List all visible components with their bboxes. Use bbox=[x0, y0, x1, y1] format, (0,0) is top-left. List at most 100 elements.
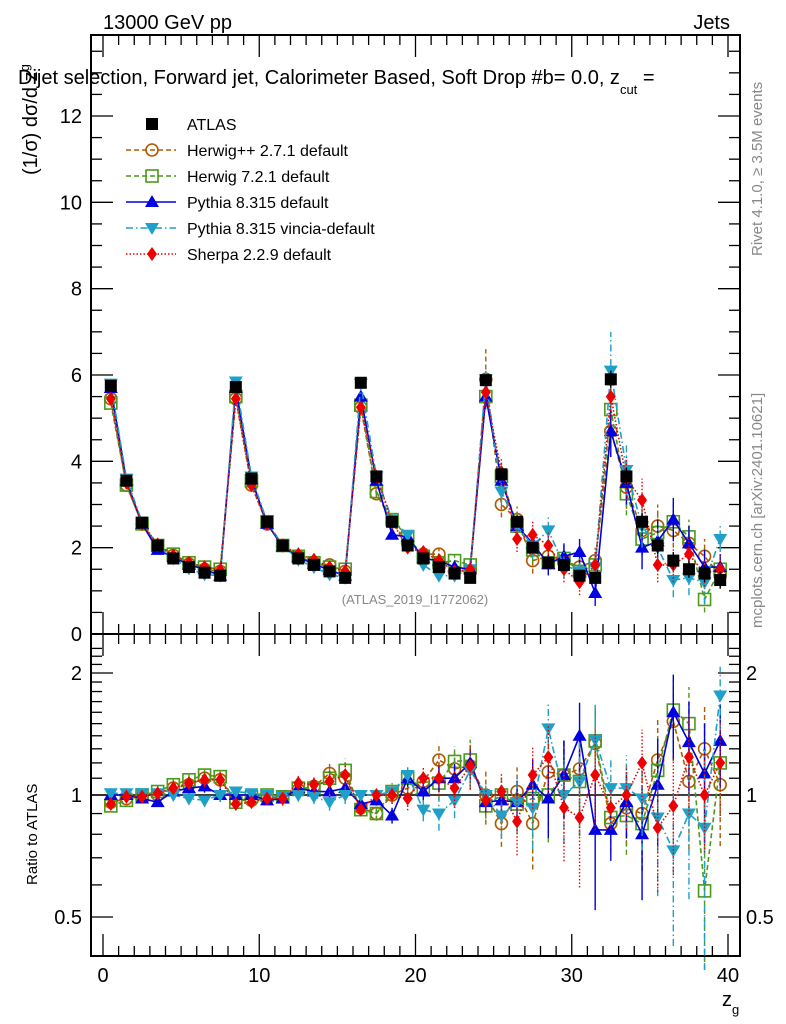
ratio-series-herwig-7-2-1-default bbox=[104, 679, 727, 970]
ratio-data-point bbox=[197, 795, 212, 808]
ratio-y-axis-label: Ratio to ATLAS bbox=[24, 784, 41, 885]
legend-label: Herwig 7.2.1 default bbox=[187, 169, 330, 186]
data-point bbox=[697, 577, 712, 590]
ratio-data-point bbox=[699, 788, 710, 802]
ratio-data-point bbox=[666, 845, 681, 858]
data-point bbox=[370, 470, 383, 483]
series-atlas bbox=[104, 370, 727, 589]
data-point bbox=[261, 515, 274, 528]
data-point bbox=[385, 527, 400, 540]
data-point bbox=[480, 385, 491, 400]
ratio-data-point bbox=[199, 772, 210, 787]
data-point bbox=[292, 552, 305, 565]
y-tick-label: 4 bbox=[71, 451, 82, 473]
rivet-label: Rivet 4.1.0, ≥ 3.5M events bbox=[749, 82, 766, 256]
ratio-series-line bbox=[110, 709, 721, 837]
data-point bbox=[683, 547, 694, 562]
ratio-data-point bbox=[262, 791, 273, 806]
ratio-data-point bbox=[465, 758, 476, 773]
data-point bbox=[167, 552, 180, 565]
series-herwig-7-2-1-default bbox=[104, 383, 727, 613]
data-point bbox=[151, 539, 164, 552]
legend-item: Pythia 8.315 vincia-default bbox=[126, 221, 375, 238]
ratio-data-point bbox=[541, 791, 556, 804]
selection-title-end: = bbox=[637, 67, 654, 89]
legend: ATLAS Herwig++ 2.7.1 default Herwig 7.2.1 … bbox=[126, 117, 375, 264]
y-tick-label: 10 bbox=[60, 192, 82, 214]
main-y-axis-label: (1/σ) dσ/d zg bbox=[17, 64, 42, 175]
ratio-data-point bbox=[480, 793, 491, 808]
series-line bbox=[110, 392, 721, 584]
legend-item: ATLAS bbox=[146, 117, 237, 134]
data-point bbox=[417, 552, 430, 565]
data-point bbox=[526, 541, 539, 554]
process-label: Jets bbox=[693, 12, 730, 34]
ratio-series-sherpa-2-2-9-default bbox=[105, 713, 726, 892]
ratio-data-point bbox=[652, 820, 663, 835]
data-point bbox=[400, 529, 415, 542]
ratio-data-point bbox=[713, 733, 728, 746]
data-point bbox=[511, 515, 524, 528]
x-tick-label: 40 bbox=[717, 965, 739, 987]
data-point bbox=[698, 567, 711, 580]
ratio-data-point bbox=[449, 781, 460, 796]
legend-item: Pythia 8.315 default bbox=[126, 195, 329, 212]
ratio-data-point bbox=[181, 793, 196, 806]
ratio-data-point bbox=[588, 734, 603, 747]
ratio-data-point bbox=[666, 705, 681, 718]
legend-item: Herwig++ 2.7.1 default bbox=[126, 143, 349, 160]
data-point bbox=[666, 512, 681, 525]
ratio-data-point bbox=[590, 768, 601, 783]
data-point bbox=[245, 472, 258, 485]
ratio-data-point bbox=[715, 755, 726, 770]
ratio-y-tick-label-right: 1 bbox=[746, 785, 757, 807]
legend-label: Pythia 8.315 default bbox=[187, 195, 329, 212]
data-point bbox=[604, 373, 617, 386]
data-point bbox=[572, 544, 587, 557]
data-point bbox=[198, 566, 211, 579]
data-point bbox=[432, 561, 445, 574]
ratio-data-point bbox=[322, 784, 337, 797]
data-point bbox=[588, 585, 603, 598]
data-point bbox=[651, 539, 664, 552]
data-point bbox=[339, 571, 352, 584]
y-tick-label: 6 bbox=[71, 365, 82, 387]
ratio-data-point bbox=[697, 822, 712, 835]
ratio-data-point bbox=[605, 800, 616, 815]
ratio-data-point bbox=[244, 788, 259, 801]
ratio-data-point bbox=[402, 791, 413, 806]
legend-marker-icon bbox=[145, 223, 159, 235]
ratio-data-point bbox=[385, 808, 400, 821]
data-point bbox=[541, 525, 556, 538]
mcplots-label: mcplots.cern.ch [arXiv:2401.10621] bbox=[749, 393, 766, 628]
ratio-data-point bbox=[150, 795, 165, 808]
main-series-group bbox=[103, 331, 728, 613]
ratio-data-point bbox=[103, 788, 118, 801]
ratio-data-point bbox=[418, 771, 429, 786]
data-point bbox=[494, 486, 509, 499]
ratio-data-point bbox=[228, 786, 243, 799]
ratio-data-point bbox=[431, 808, 446, 821]
ratio-data-point bbox=[166, 790, 181, 802]
ratio-data-point bbox=[668, 798, 679, 813]
data-point bbox=[495, 468, 508, 481]
data-point bbox=[543, 538, 554, 553]
ratio-data-point bbox=[168, 781, 179, 796]
ratio-data-point bbox=[603, 783, 618, 796]
ratio-data-point bbox=[291, 790, 306, 802]
data-point bbox=[105, 391, 116, 406]
y-tick-label: 12 bbox=[60, 106, 82, 128]
ratio-data-point bbox=[525, 802, 540, 815]
ratio-data-point bbox=[496, 784, 507, 799]
legend-marker-icon bbox=[146, 118, 158, 130]
ratio-data-point bbox=[556, 790, 571, 802]
ratio-data-point bbox=[277, 791, 288, 806]
ratio-data-point bbox=[558, 800, 569, 815]
data-point bbox=[353, 389, 368, 402]
y-tick-label: 8 bbox=[71, 279, 82, 301]
ratio-series-line bbox=[110, 695, 721, 853]
ratio-data-point bbox=[574, 810, 585, 825]
ratio-data-point bbox=[447, 771, 462, 784]
ratio-data-point bbox=[683, 750, 694, 765]
